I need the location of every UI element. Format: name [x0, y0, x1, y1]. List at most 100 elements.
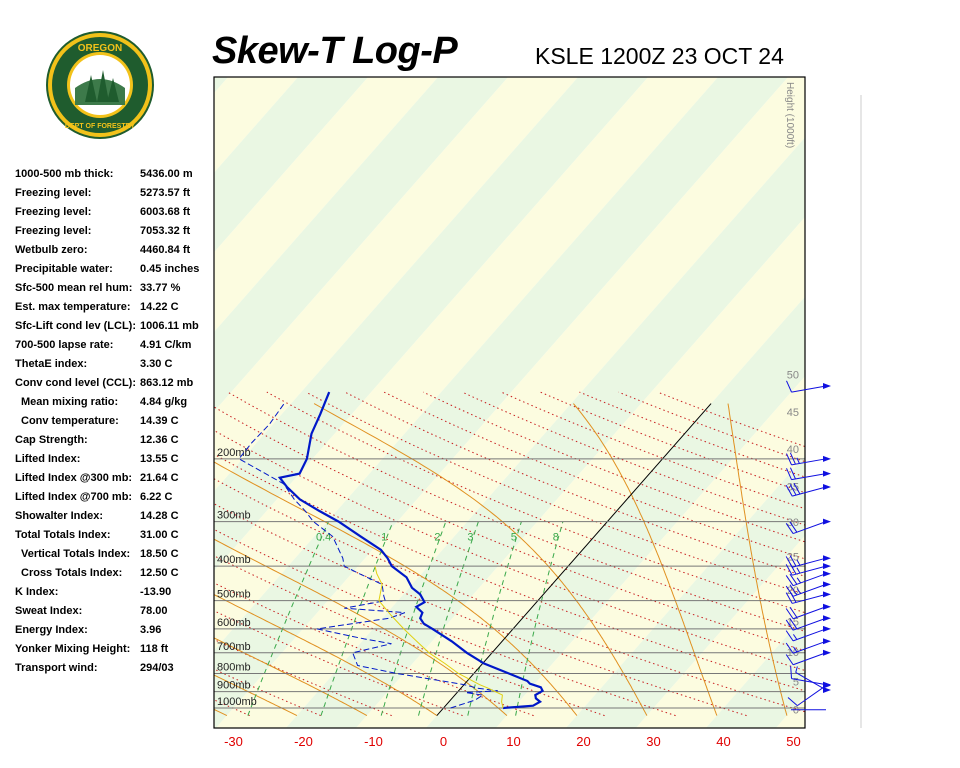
temperature-bands — [214, 72, 960, 733]
wind-barb-half-flag — [792, 634, 798, 640]
wind-barb-staff — [792, 521, 827, 535]
wind-barb-flag — [789, 618, 798, 630]
wind-barb-flag — [785, 619, 794, 631]
stat-value: 14.28 C — [140, 510, 179, 522]
wind-barb-tip — [823, 518, 831, 525]
wind-barb-flag — [789, 584, 798, 596]
wind-barb-tip — [823, 455, 831, 462]
wind-barb — [795, 666, 831, 693]
stat-label: Conv temperature: — [21, 415, 119, 427]
oregon-department-of-forestry-logo: OREGON DEPT OF FORESTRY — [46, 31, 154, 139]
stat-value: 12.50 C — [140, 567, 179, 579]
mixing-ratio-line — [247, 521, 329, 716]
height-tick-label: 40 — [787, 444, 799, 456]
wind-barb-staff — [792, 583, 827, 597]
wind-barb-flag — [789, 573, 798, 585]
mixing-ratio-line — [467, 521, 522, 716]
stat-value: 4.91 C/km — [140, 339, 192, 351]
dry-adiabat — [227, 391, 805, 632]
wind-barb-flag — [789, 452, 796, 465]
wind-barb-staff — [797, 685, 827, 707]
wind-barb-staff — [792, 573, 827, 587]
temperature-band — [565, 456, 805, 728]
wind-barb-flag — [785, 575, 794, 586]
stat-value: 6.22 C — [140, 491, 173, 503]
isobar-label: 400mb — [217, 554, 251, 566]
temperature-band — [214, 77, 229, 94]
wind-barb — [785, 581, 831, 597]
wind-barb-half-flag — [792, 646, 798, 653]
mixing-ratio-line — [515, 521, 564, 716]
dry-adiabat — [214, 478, 805, 713]
wind-barb-staff — [791, 385, 827, 393]
wind-barb-half-flag — [796, 457, 800, 464]
isobar-label: 700mb — [217, 641, 251, 653]
stat-label: Mean mixing ratio: — [21, 396, 119, 408]
stat-value: 1006.11 mb — [140, 320, 199, 332]
stat-label: Sfc-Lift cond lev (LCL): — [15, 320, 136, 332]
mixing-ratio-label: 1 — [381, 531, 387, 543]
wind-barb-flag — [789, 521, 798, 533]
stat-value: 14.39 C — [140, 415, 179, 427]
stat-value: 14.22 C — [140, 301, 179, 313]
stat-label: Lifted Index @300 mb: — [15, 472, 133, 484]
temperature-band — [215, 77, 805, 728]
wind-barb-flag — [785, 585, 794, 597]
dry-adiabat — [383, 391, 805, 560]
wind-barb-flag — [786, 468, 792, 480]
stat-value: 4.84 g/kg — [140, 396, 188, 408]
wind-barb — [785, 625, 831, 642]
wind-barb-staff — [792, 565, 827, 576]
stat-value: 31.00 C — [140, 529, 179, 541]
dry-adiabat — [0, 392, 108, 715]
stat-label: Total Totals Index: — [15, 529, 111, 541]
wind-barb-staff — [792, 617, 827, 631]
wind-barb-half-flag — [795, 666, 798, 673]
chart-title: Skew-T Log-P — [212, 30, 458, 72]
temperature-tick-label: -30 — [224, 734, 243, 749]
stat-value: 33.77 % — [140, 282, 181, 294]
wind-barb-staff — [792, 652, 827, 666]
dry-adiabat — [214, 528, 676, 717]
height-tick-label: 30 — [787, 517, 799, 529]
mixing-ratio-label: 8 — [553, 531, 559, 543]
wind-barb-tip — [823, 581, 831, 588]
plot-frame — [213, 76, 806, 729]
wind-barb-tip — [823, 638, 831, 645]
wind-barb — [785, 555, 831, 568]
stat-label: Energy Index: — [15, 624, 88, 636]
temperature-band — [214, 77, 789, 728]
station-time-label: KSLE 1200Z 23 OCT 24 — [535, 43, 784, 69]
temperature-tick-label: 10 — [506, 734, 520, 749]
stat-label: Yonker Mixing Height: — [15, 643, 131, 655]
wind-barb — [785, 482, 831, 497]
stat-label: Transport wind: — [15, 662, 98, 674]
temperature-band — [842, 72, 960, 733]
stat-value: 13.55 C — [140, 453, 179, 465]
wind-barb-half-flag — [796, 588, 802, 594]
dry-adiabat — [214, 582, 534, 717]
wind-barb-tip — [823, 615, 831, 622]
wind-barb-flag — [785, 642, 794, 654]
stat-value: 21.64 C — [140, 472, 179, 484]
wind-barb — [785, 518, 831, 535]
stat-value: 863.12 mb — [140, 377, 194, 389]
temperature-band — [705, 615, 805, 728]
temperature-tick-label: 20 — [576, 734, 590, 749]
stat-label: K Index: — [15, 586, 59, 598]
wind-barb-flag — [785, 485, 793, 497]
temperature-tick-label: 50 — [786, 734, 800, 749]
temperature-band — [214, 77, 579, 492]
temperature-tick-label: -20 — [294, 734, 313, 749]
stat-label: Vertical Totals Index: — [21, 548, 131, 560]
temperature-tick-label: -10 — [364, 734, 383, 749]
stat-label: 700-500 lapse rate: — [15, 339, 114, 351]
height-axis-label: Height (1000ft) — [784, 82, 795, 148]
wind-barb — [790, 666, 831, 688]
wind-barb-staff — [792, 486, 827, 497]
wind-barb-staff — [791, 458, 827, 466]
wind-barb-flag — [785, 556, 793, 568]
wind-barb-flag — [789, 555, 797, 567]
stat-label: Est. max temperature: — [15, 301, 131, 313]
wind-barb-flag — [787, 697, 798, 706]
